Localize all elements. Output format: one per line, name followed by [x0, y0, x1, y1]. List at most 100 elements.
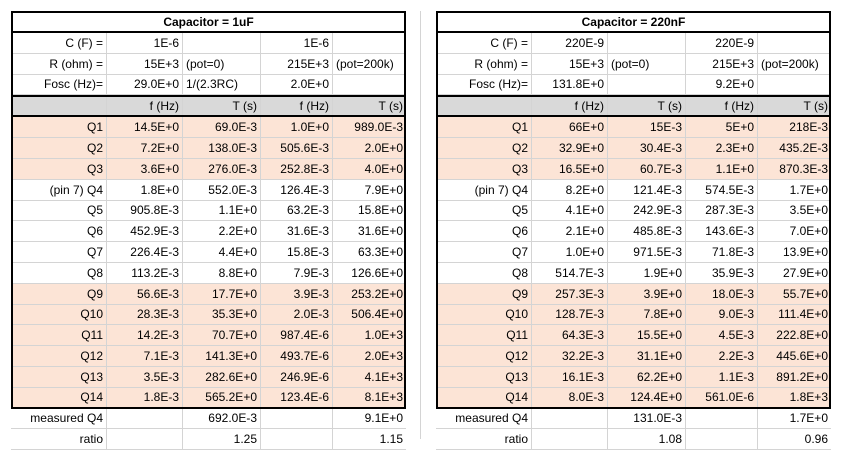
ratio-label[interactable]: ratio: [436, 429, 532, 450]
row-label[interactable]: Q9: [436, 283, 532, 304]
row-label[interactable]: Q3: [11, 158, 107, 179]
table-cell[interactable]: 15.5E+0: [608, 325, 686, 346]
table-cell[interactable]: 7.9E-3: [261, 262, 333, 283]
table-cell[interactable]: 121.4E-3: [608, 179, 686, 200]
row-label[interactable]: Q2: [436, 138, 532, 158]
table-cell[interactable]: 435.2E-3: [779, 141, 828, 156]
table-cell[interactable]: 18.0E-3: [686, 283, 758, 304]
table-cell[interactable]: 505.6E-3: [261, 138, 333, 158]
table-cell[interactable]: 552.0E-3: [183, 179, 261, 200]
table-cell[interactable]: 242.9E-3: [608, 200, 686, 221]
table-cell[interactable]: 1.08: [608, 429, 686, 450]
table-cell[interactable]: 31.1E+0: [608, 346, 686, 366]
table-cell[interactable]: 3.5E+0: [789, 203, 828, 218]
column-header[interactable]: f (Hz): [107, 97, 183, 116]
column-header[interactable]: f (Hz): [261, 97, 333, 116]
table-cell[interactable]: 1.0E+3: [364, 328, 403, 343]
table-cell[interactable]: 7.2E+0: [107, 138, 183, 158]
table-cell[interactable]: 561.0E-6: [686, 387, 758, 407]
param-value[interactable]: 215E+3: [261, 53, 333, 74]
param-note[interactable]: [758, 75, 831, 95]
param-note[interactable]: (pot=200k): [761, 56, 819, 71]
row-label[interactable]: Q7: [11, 242, 107, 262]
row-label[interactable]: Q5: [11, 200, 107, 221]
table-cell[interactable]: 7.9E+0: [364, 182, 403, 197]
table-cell[interactable]: 282.6E+0: [183, 366, 261, 387]
table-cell[interactable]: 2.3E+0: [686, 138, 758, 158]
param-note[interactable]: [333, 33, 406, 53]
table-cell[interactable]: 565.2E+0: [183, 387, 261, 407]
table-cell[interactable]: 123.4E-6: [261, 387, 333, 407]
table-cell[interactable]: 16.1E-3: [532, 366, 608, 387]
table-cell[interactable]: 131.0E-3: [608, 408, 686, 429]
table-cell[interactable]: [686, 429, 758, 450]
measured-label[interactable]: measured Q4: [436, 408, 532, 429]
table-cell[interactable]: 66E+0: [532, 117, 608, 138]
table-cell[interactable]: 4.1E+0: [532, 200, 608, 221]
table-cell[interactable]: 287.3E-3: [686, 200, 758, 221]
column-header[interactable]: [11, 97, 107, 116]
table-cell[interactable]: 574.5E-3: [686, 179, 758, 200]
table-cell[interactable]: 1.25: [183, 429, 261, 450]
table-cell[interactable]: 493.7E-6: [261, 346, 333, 366]
table-cell[interactable]: 128.7E-3: [532, 304, 608, 325]
table-cell[interactable]: 14.5E+0: [107, 117, 183, 138]
row-label[interactable]: Q5: [436, 200, 532, 221]
row-label[interactable]: (pin 7) Q4: [11, 179, 107, 200]
row-label[interactable]: Q7: [436, 242, 532, 262]
param-value[interactable]: 1E-6: [261, 33, 333, 53]
row-label[interactable]: Q8: [436, 262, 532, 283]
table-cell[interactable]: 4.0E+0: [364, 161, 403, 176]
param-note[interactable]: [608, 74, 686, 95]
table-cell[interactable]: 5E+0: [686, 117, 758, 138]
row-label[interactable]: Q14: [11, 387, 107, 407]
table-cell[interactable]: 1.7E+0: [789, 182, 828, 197]
row-label[interactable]: Q2: [11, 138, 107, 158]
table-cell[interactable]: 1.1E+0: [183, 200, 261, 221]
table-cell[interactable]: 452.9E-3: [107, 221, 183, 242]
table-cell[interactable]: 13.9E+0: [782, 245, 828, 260]
table-cell[interactable]: 257.3E-3: [532, 283, 608, 304]
column-header[interactable]: T (s): [378, 99, 403, 114]
table-cell[interactable]: 7.1E-3: [107, 346, 183, 366]
table-cell[interactable]: 69.0E-3: [183, 117, 261, 138]
table-cell[interactable]: 485.8E-3: [608, 221, 686, 242]
table-cell[interactable]: 56.6E-3: [107, 283, 183, 304]
table-cell[interactable]: 143.6E-3: [686, 221, 758, 242]
table-cell[interactable]: 1.8E-3: [107, 387, 183, 407]
table-cell[interactable]: [532, 429, 608, 450]
row-label[interactable]: Q12: [11, 346, 107, 366]
table-cell[interactable]: 28.3E-3: [107, 304, 183, 325]
column-header[interactable]: [436, 97, 532, 116]
param-value[interactable]: 220E-9: [532, 33, 608, 53]
param-label[interactable]: R (ohm) =: [436, 53, 532, 74]
param-note[interactable]: [608, 33, 686, 53]
table-cell[interactable]: 64.3E-3: [532, 325, 608, 346]
row-label[interactable]: Q3: [436, 158, 532, 179]
column-header[interactable]: T (s): [803, 99, 828, 114]
param-value[interactable]: 1E-6: [107, 33, 183, 53]
param-value[interactable]: 220E-9: [686, 33, 758, 53]
table-cell[interactable]: 4.1E+3: [364, 369, 403, 384]
row-label[interactable]: Q12: [436, 346, 532, 366]
param-value[interactable]: 29.0E+0: [107, 74, 183, 95]
table-cell[interactable]: 2.0E-3: [261, 304, 333, 325]
table-title[interactable]: Capacitor = 1uF: [163, 15, 254, 29]
table-cell[interactable]: 27.9E+0: [782, 265, 828, 280]
table-cell[interactable]: 15E-3: [608, 117, 686, 138]
table-cell[interactable]: 989.0E-3: [354, 120, 403, 135]
table-cell[interactable]: 692.0E-3: [183, 408, 261, 429]
param-note[interactable]: (pot=0): [608, 53, 686, 74]
ratio-label[interactable]: ratio: [11, 429, 107, 450]
table-cell[interactable]: 16.5E+0: [532, 158, 608, 179]
measured-label[interactable]: measured Q4: [11, 408, 107, 429]
param-note[interactable]: (pot=0): [183, 53, 261, 74]
table-cell[interactable]: 31.6E+0: [357, 224, 403, 239]
table-cell[interactable]: 4.4E+0: [183, 242, 261, 262]
table-cell[interactable]: 276.0E-3: [183, 158, 261, 179]
table-cell[interactable]: 3.5E-3: [107, 366, 183, 387]
param-note[interactable]: [758, 33, 831, 53]
param-label[interactable]: C (F) =: [11, 33, 107, 53]
table-cell[interactable]: 1.0E+0: [261, 117, 333, 138]
param-value[interactable]: 15E+3: [107, 53, 183, 74]
